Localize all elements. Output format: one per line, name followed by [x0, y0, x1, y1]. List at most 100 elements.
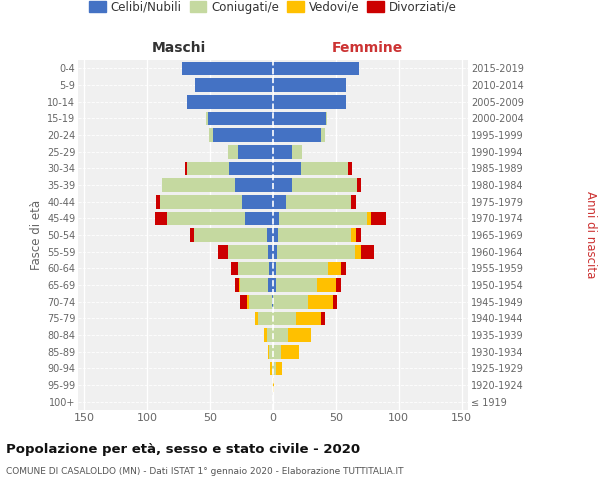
Bar: [273, 178, 292, 192]
Bar: [256, 312, 258, 325]
Bar: [212, 128, 273, 142]
Bar: [190, 228, 194, 242]
Bar: [194, 228, 267, 242]
Bar: [301, 162, 349, 175]
Bar: [187, 95, 273, 108]
Bar: [273, 228, 278, 242]
Text: Anni di nascita: Anni di nascita: [584, 192, 597, 278]
Bar: [235, 278, 239, 292]
Bar: [167, 212, 245, 225]
Bar: [273, 78, 346, 92]
Text: COMUNE DI CASALOLDO (MN) - Dati ISTAT 1° gennaio 2020 - Elaborazione TUTTITALIA.: COMUNE DI CASALOLDO (MN) - Dati ISTAT 1°…: [6, 468, 404, 476]
Bar: [273, 262, 275, 275]
Bar: [273, 278, 275, 292]
Bar: [269, 262, 273, 275]
Bar: [268, 278, 273, 292]
Bar: [281, 345, 299, 358]
Bar: [334, 295, 337, 308]
Bar: [308, 295, 334, 308]
Bar: [228, 245, 268, 258]
Bar: [288, 328, 311, 342]
Bar: [160, 195, 242, 208]
Bar: [317, 278, 336, 292]
Bar: [187, 162, 229, 175]
Bar: [273, 95, 346, 108]
Bar: [268, 245, 273, 258]
Bar: [336, 278, 341, 292]
Bar: [355, 245, 361, 258]
Bar: [195, 78, 273, 92]
Bar: [155, 212, 167, 225]
Bar: [273, 212, 279, 225]
Y-axis label: Fasce di età: Fasce di età: [29, 200, 43, 270]
Bar: [247, 295, 249, 308]
Bar: [272, 295, 273, 308]
Text: Femmine: Femmine: [332, 41, 403, 55]
Bar: [272, 362, 273, 375]
Bar: [156, 195, 160, 208]
Bar: [275, 278, 317, 292]
Bar: [278, 228, 351, 242]
Bar: [296, 312, 321, 325]
Bar: [273, 328, 288, 342]
Bar: [273, 195, 286, 208]
Bar: [321, 128, 325, 142]
Bar: [361, 245, 374, 258]
Bar: [240, 295, 247, 308]
Bar: [351, 195, 356, 208]
Bar: [209, 128, 212, 142]
Bar: [286, 195, 351, 208]
Bar: [357, 178, 361, 192]
Bar: [292, 145, 302, 158]
Text: Popolazione per età, sesso e stato civile - 2020: Popolazione per età, sesso e stato civil…: [6, 442, 360, 456]
Bar: [232, 262, 238, 275]
Text: Maschi: Maschi: [152, 41, 206, 55]
Bar: [273, 378, 274, 392]
Bar: [326, 112, 327, 125]
Bar: [273, 112, 326, 125]
Bar: [208, 112, 273, 125]
Bar: [367, 212, 371, 225]
Bar: [239, 278, 240, 292]
Bar: [328, 262, 341, 275]
Bar: [269, 345, 273, 358]
Bar: [356, 228, 361, 242]
Bar: [351, 228, 356, 242]
Bar: [275, 362, 282, 375]
Bar: [182, 62, 273, 75]
Bar: [258, 312, 273, 325]
Bar: [162, 178, 235, 192]
Bar: [273, 345, 281, 358]
Bar: [240, 278, 268, 292]
Bar: [279, 212, 367, 225]
Bar: [242, 195, 273, 208]
Bar: [218, 245, 228, 258]
Bar: [238, 145, 273, 158]
Bar: [273, 312, 296, 325]
Bar: [249, 295, 272, 308]
Bar: [267, 328, 273, 342]
Bar: [321, 312, 325, 325]
Bar: [271, 362, 272, 375]
Bar: [228, 145, 238, 158]
Bar: [273, 128, 321, 142]
Bar: [267, 228, 273, 242]
Bar: [268, 345, 269, 358]
Bar: [235, 178, 273, 192]
Bar: [341, 262, 346, 275]
Bar: [273, 295, 308, 308]
Bar: [264, 328, 267, 342]
Bar: [371, 212, 386, 225]
Bar: [273, 162, 301, 175]
Bar: [273, 362, 275, 375]
Bar: [185, 162, 187, 175]
Bar: [273, 62, 359, 75]
Bar: [273, 245, 277, 258]
Bar: [245, 212, 273, 225]
Bar: [277, 245, 355, 258]
Bar: [275, 262, 328, 275]
Bar: [206, 112, 208, 125]
Bar: [349, 162, 352, 175]
Bar: [273, 145, 292, 158]
Bar: [238, 262, 269, 275]
